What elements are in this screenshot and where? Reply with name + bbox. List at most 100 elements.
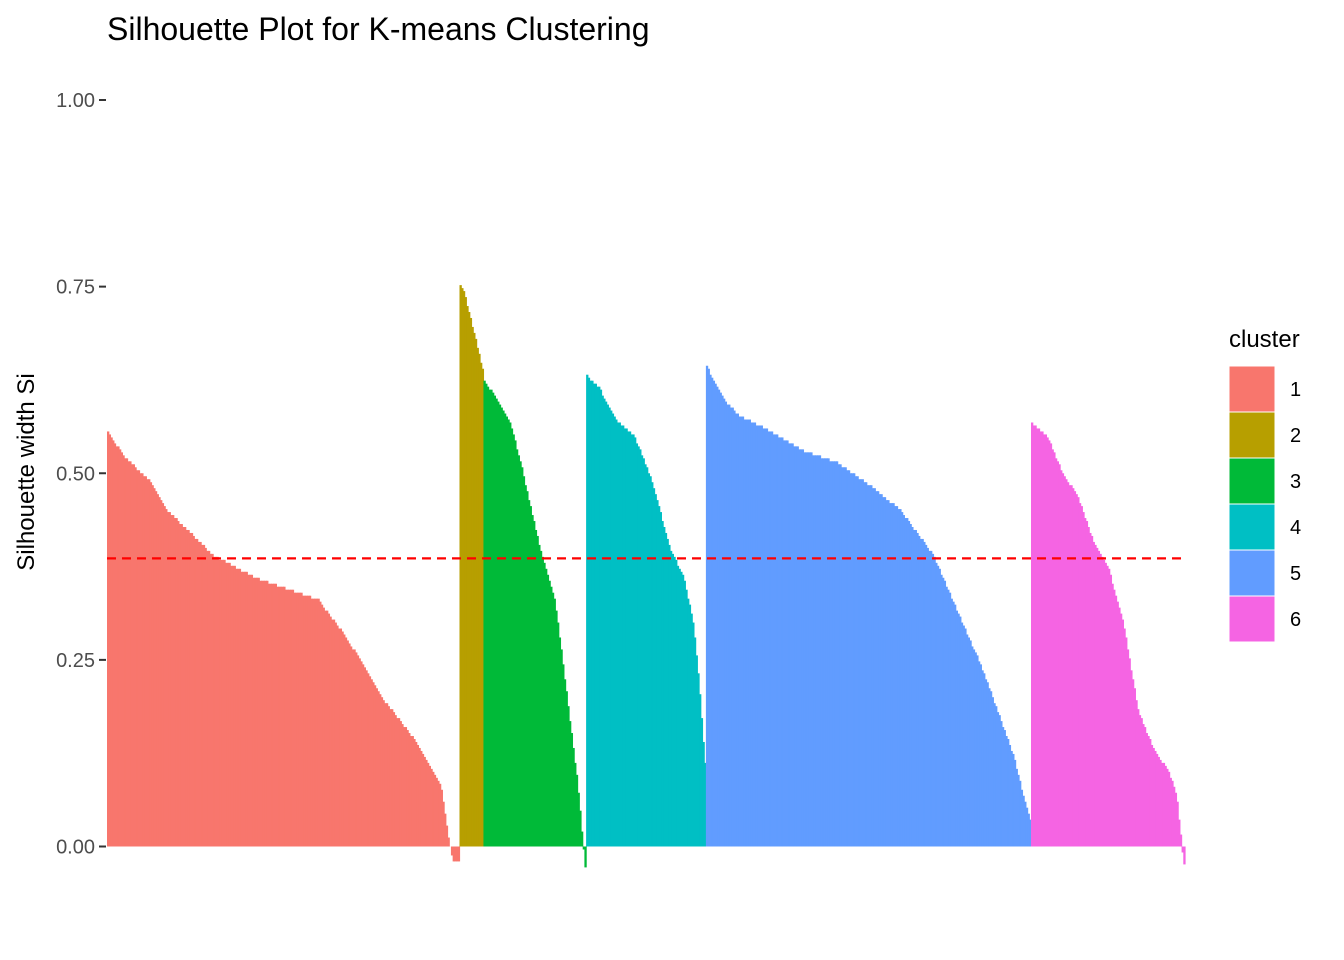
silhouette-bar [888, 503, 892, 847]
silhouette-bar [733, 410, 736, 847]
silhouette-bar [883, 497, 887, 847]
silhouette-bar [598, 386, 601, 847]
silhouette-bar [339, 628, 343, 847]
silhouette-bar [562, 664, 565, 847]
silhouette-bar [361, 664, 365, 847]
cluster-5-bars [705, 365, 1032, 847]
silhouette-bar [437, 780, 440, 847]
silhouette-bar [640, 455, 644, 847]
silhouette-bar [1090, 535, 1094, 847]
silhouette-bar [278, 586, 281, 847]
silhouette-bar [758, 425, 762, 847]
silhouette-bar [296, 592, 300, 847]
silhouette-bar [428, 765, 431, 847]
silhouette-bar [776, 434, 779, 847]
silhouette-bar [866, 485, 870, 847]
silhouette-bar [620, 425, 623, 847]
silhouette-bar [1082, 512, 1085, 847]
silhouette-bar [464, 297, 467, 847]
silhouette-bar [534, 529, 538, 847]
silhouette-bar [444, 813, 447, 847]
silhouette-bar [579, 810, 582, 847]
silhouette-bar [774, 434, 777, 847]
silhouette-bar [474, 338, 478, 847]
silhouette-bar [757, 425, 760, 847]
silhouette-bar [272, 583, 276, 847]
silhouette-bar [1121, 619, 1124, 847]
silhouette-bar [153, 488, 156, 847]
silhouette-bar [149, 482, 153, 847]
silhouette-bar [539, 550, 543, 847]
silhouette-bar [639, 449, 642, 847]
silhouette-bar [1169, 777, 1172, 847]
silhouette-bar [820, 458, 823, 847]
silhouette-bar [983, 673, 986, 847]
silhouette-bar [1005, 736, 1008, 847]
silhouette-bar [825, 458, 828, 847]
silhouette-bar [433, 774, 437, 847]
silhouette-bar [202, 544, 206, 847]
silhouette-bar [649, 476, 652, 847]
silhouette-bar [497, 401, 500, 847]
silhouette-bar [646, 467, 649, 847]
silhouette-bar [213, 556, 216, 847]
silhouette-bar [601, 395, 604, 847]
silhouette-bar [199, 541, 202, 847]
silhouette-bar [1034, 425, 1037, 847]
silhouette-bar [947, 589, 950, 847]
silhouette-bar [986, 682, 989, 847]
chart-title: Silhouette Plot for K-means Clustering [107, 11, 649, 47]
silhouette-bar [652, 488, 656, 847]
silhouette-bar [389, 709, 392, 847]
silhouette-bar [515, 449, 519, 847]
silhouette-bar [396, 718, 399, 847]
silhouette-bar [326, 610, 329, 847]
silhouette-bar [250, 574, 254, 847]
silhouette-bar [589, 380, 592, 847]
silhouette-bar [1130, 670, 1133, 847]
silhouette-bar [170, 515, 173, 847]
silhouette-bar [625, 428, 628, 847]
silhouette-bar [375, 688, 378, 847]
silhouette-bar [1147, 736, 1150, 847]
silhouette-bar [1075, 494, 1078, 847]
silhouette-bar [1137, 709, 1140, 847]
silhouette-bar [488, 389, 491, 847]
silhouette-bar [991, 697, 994, 847]
silhouette-bar [259, 580, 262, 847]
silhouette-bar [580, 831, 584, 847]
silhouette-bar [469, 317, 473, 847]
silhouette-bar [334, 622, 337, 847]
silhouette-bar [1061, 473, 1065, 847]
silhouette-bar [865, 482, 868, 847]
silhouette-bar [1051, 449, 1054, 847]
silhouette-bar [255, 577, 259, 847]
silhouette-bar [415, 741, 418, 847]
silhouette-bar [712, 380, 716, 847]
silhouette-bar [522, 476, 526, 847]
silhouette-bar [627, 431, 630, 847]
silhouette-bar [346, 640, 349, 847]
silhouette-bar [553, 598, 556, 847]
silhouette-bar [290, 589, 293, 847]
legend-key-2 [1228, 411, 1276, 459]
silhouette-bar [432, 771, 435, 847]
silhouette-bar [634, 437, 637, 847]
silhouette-bar [271, 583, 274, 847]
silhouette-bar [459, 285, 462, 847]
silhouette-bar [129, 461, 132, 847]
silhouette-bar [1118, 607, 1121, 847]
silhouette-bar [1017, 774, 1020, 847]
silhouette-bar [743, 419, 746, 847]
silhouette-bar [495, 398, 498, 847]
silhouette-bar [909, 524, 912, 847]
silhouette-bar [570, 733, 574, 847]
legend-key-4 [1228, 503, 1276, 551]
silhouette-bar [777, 437, 781, 847]
silhouette-bar [938, 568, 941, 847]
silhouette-bar [151, 485, 154, 847]
silhouette-bar [485, 383, 488, 847]
silhouette-bar [630, 434, 633, 847]
silhouette-bar [430, 768, 433, 847]
silhouette-bar [779, 437, 782, 847]
